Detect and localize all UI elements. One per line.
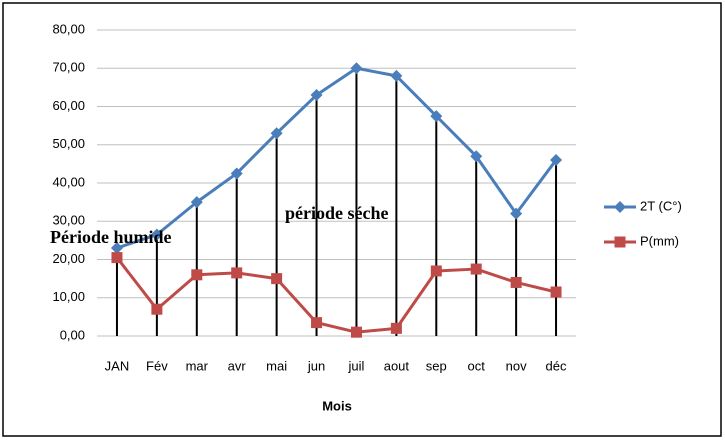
point: [470, 263, 482, 275]
point: [190, 196, 203, 209]
point: [350, 62, 363, 75]
x-tick-label: Fév: [146, 358, 168, 373]
y-tick-label: 10,00: [52, 289, 85, 304]
point: [111, 252, 123, 264]
x-tick-label: JAN: [105, 358, 130, 373]
point: [151, 303, 163, 315]
point: [350, 326, 362, 338]
legend-label: P(mm): [640, 233, 679, 248]
legend-marker: [614, 201, 626, 213]
y-tick-label: 20,00: [52, 251, 85, 266]
x-tick-label: jun: [307, 358, 325, 373]
x-axis-label: Mois: [322, 398, 352, 413]
point: [270, 127, 283, 140]
point: [430, 110, 443, 123]
point: [470, 150, 483, 163]
x-tick-label: avr: [228, 358, 247, 373]
point: [550, 154, 563, 167]
y-tick-label: 70,00: [52, 60, 85, 75]
x-tick-label: mai: [266, 358, 287, 373]
x-tick-label: oct: [468, 358, 486, 373]
point: [430, 265, 442, 277]
point: [271, 273, 283, 285]
point: [231, 267, 243, 279]
point: [110, 242, 123, 255]
y-tick-label: 80,00: [52, 21, 85, 36]
annotation: Période humide: [50, 227, 172, 247]
y-tick-label: 0,00: [60, 327, 85, 342]
point: [310, 89, 323, 102]
point: [390, 322, 402, 334]
legend-label: 2T (C°): [640, 198, 682, 213]
y-tick-label: 50,00: [52, 136, 85, 151]
point: [311, 317, 323, 329]
annotation: période séche: [285, 203, 388, 223]
y-tick-label: 40,00: [52, 174, 85, 189]
series-line: [116, 66, 558, 250]
legend-marker: [614, 236, 626, 248]
y-tick-label: 60,00: [52, 98, 85, 113]
x-tick-label: déc: [546, 358, 567, 373]
series-line: [115, 256, 557, 334]
chart-border: [2, 2, 722, 437]
y-tick-label: 30,00: [52, 213, 85, 228]
point: [550, 286, 562, 298]
point: [510, 207, 523, 220]
point: [150, 228, 163, 241]
x-tick-label: juil: [348, 358, 365, 373]
point: [510, 276, 522, 288]
x-tick-label: nov: [506, 358, 527, 373]
point: [230, 167, 243, 180]
x-tick-label: aout: [384, 358, 410, 373]
point: [191, 269, 203, 281]
x-tick-label: mar: [186, 358, 209, 373]
x-tick-label: sep: [426, 358, 447, 373]
point: [390, 69, 403, 82]
